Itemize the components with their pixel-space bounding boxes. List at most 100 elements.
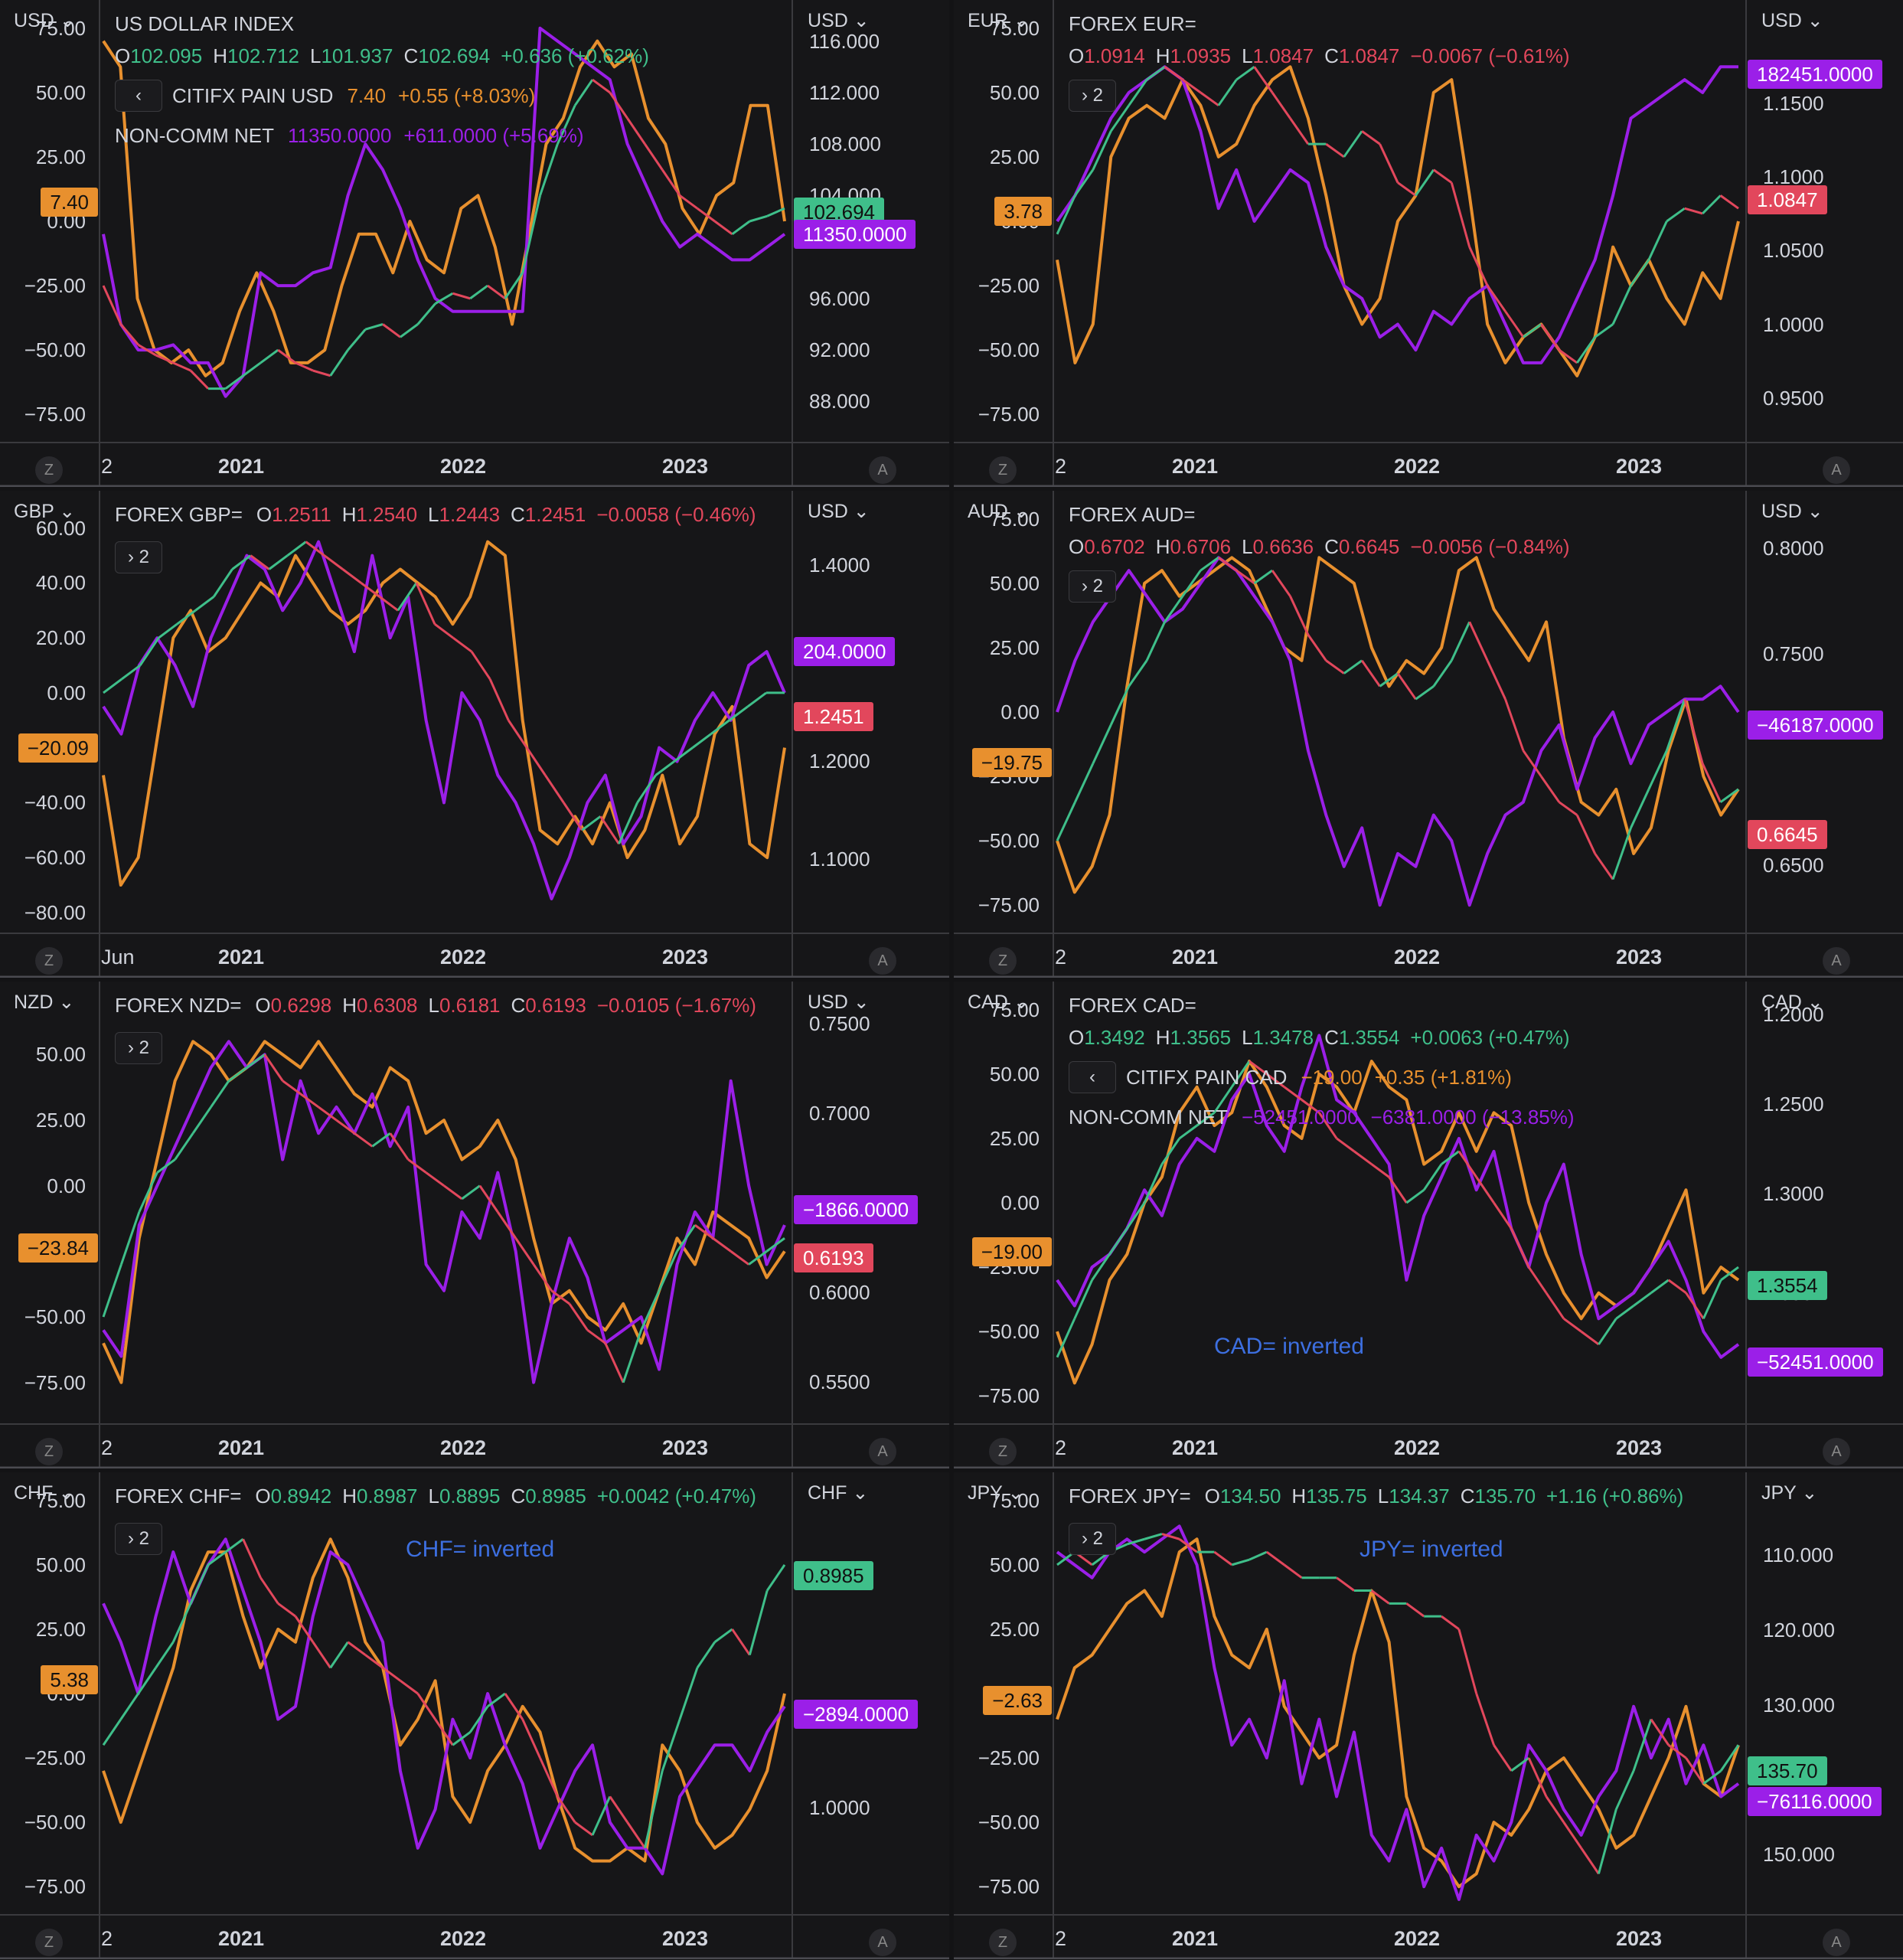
- price-candle-segment: [599, 815, 620, 844]
- right-unit-selector[interactable]: USD ⌄: [808, 501, 870, 522]
- left-unit-selector[interactable]: GBP ⌄: [14, 501, 76, 522]
- auto-scale-button[interactable]: A: [1823, 947, 1850, 975]
- right-unit-selector[interactable]: USD ⌄: [808, 10, 870, 31]
- right-unit-selector[interactable]: JPY ⌄: [1761, 1482, 1818, 1504]
- last-value-chip: −2.63: [983, 1685, 1052, 1715]
- price-candle-segment: [1493, 1202, 1513, 1230]
- price-candle-segment: [1200, 91, 1219, 106]
- auto-scale-button[interactable]: A: [869, 1438, 896, 1465]
- price-candle-segment: [1110, 104, 1130, 132]
- indicators-toggle[interactable]: › 2: [115, 1523, 162, 1555]
- z-axis-button[interactable]: Z: [35, 1438, 63, 1465]
- indicators-toggle[interactable]: ‹: [1069, 1061, 1116, 1093]
- legend-series-change: −6381.0000 (−13.85%): [1370, 1106, 1575, 1129]
- left-unit-selector[interactable]: USD ⌄: [14, 10, 76, 31]
- left-unit-selector[interactable]: NZD ⌄: [14, 991, 75, 1013]
- left-unit-selector[interactable]: JPY ⌄: [968, 1482, 1024, 1504]
- left-unit-selector[interactable]: CAD ⌄: [968, 991, 1030, 1013]
- auto-scale-button[interactable]: A: [1823, 456, 1850, 484]
- left-tick-label: −50.00: [24, 1811, 86, 1834]
- price-candle-segment: [1665, 698, 1686, 751]
- ohlc-key: L: [1242, 44, 1253, 67]
- ohlc-key: O: [1204, 1485, 1220, 1508]
- ohlc-o-value: 102.095: [130, 44, 203, 67]
- price-candle-segment: [1701, 763, 1722, 803]
- right-tick-label: 1.2000: [809, 750, 870, 773]
- price-candle-segment: [452, 636, 472, 653]
- right-unit-selector[interactable]: USD ⌄: [808, 991, 870, 1013]
- z-axis-button[interactable]: Z: [35, 1929, 63, 1956]
- auto-scale-button[interactable]: A: [869, 456, 896, 484]
- left-tick-label: −75.00: [24, 1370, 86, 1394]
- symbol-name: FOREX JPY=: [1069, 1485, 1191, 1508]
- z-axis-button[interactable]: Z: [35, 947, 63, 975]
- price-candle-segment: [299, 1093, 319, 1109]
- price-candle-segment: [1249, 1550, 1268, 1561]
- left-tick-label: 25.00: [989, 1617, 1040, 1641]
- x-tick-label: 2: [101, 1436, 113, 1459]
- right-unit-selector[interactable]: CAD ⌄: [1761, 991, 1823, 1013]
- price-candle-segment: [268, 554, 289, 570]
- chart-title: FOREX EUR=: [1069, 12, 1196, 36]
- ohlc-key: O: [1069, 1026, 1085, 1049]
- chart-title: FOREX JPY= O134.50 H135.75 L134.37 C135.70 +1…: [1069, 1485, 1683, 1508]
- z-axis-button[interactable]: Z: [989, 1438, 1017, 1465]
- price-candle-segment: [581, 815, 602, 831]
- price-candle-segment: [504, 1693, 524, 1720]
- price-candle-segment: [452, 1731, 472, 1746]
- last-value-chip: 0.6645: [1748, 820, 1827, 850]
- z-axis-button[interactable]: Z: [989, 456, 1017, 484]
- price-candle-segment: [120, 1211, 141, 1266]
- price-candle-segment: [521, 1719, 541, 1759]
- price-candle-segment: [416, 1693, 436, 1720]
- price-candle-segment: [697, 207, 716, 223]
- price-candle-segment: [1527, 1266, 1548, 1294]
- ohlc-key: O: [256, 503, 273, 526]
- price-candle-segment: [155, 1641, 175, 1669]
- right-unit-selector[interactable]: USD ⌄: [1761, 501, 1823, 522]
- price-candle-segment: [1630, 259, 1650, 286]
- right-unit-selector[interactable]: CHF ⌄: [808, 1482, 869, 1504]
- x-tick-label: 2: [1055, 1436, 1067, 1459]
- price-candle-segment: [397, 582, 418, 612]
- price-candle-segment: [676, 1224, 697, 1253]
- left-unit-selector[interactable]: AUD ⌄: [968, 501, 1030, 522]
- price-candle-segment: [434, 292, 454, 305]
- price-candle-segment: [507, 719, 528, 749]
- price-candle-segment: [1361, 130, 1381, 145]
- price-candle-segment: [282, 1080, 302, 1096]
- right-tick-label: 0.7500: [809, 1012, 870, 1036]
- auto-scale-button[interactable]: A: [1823, 1438, 1850, 1465]
- z-axis-button[interactable]: Z: [35, 456, 63, 484]
- left-unit-selector[interactable]: CHF ⌄: [14, 1482, 75, 1504]
- price-candle-segment: [1213, 1550, 1233, 1566]
- auto-scale-button[interactable]: A: [869, 947, 896, 975]
- ohlc-o-value: 1.0914: [1084, 44, 1145, 67]
- ohlc-key: L: [428, 994, 439, 1017]
- auto-scale-button[interactable]: A: [1823, 1929, 1850, 1956]
- price-candle-segment: [1545, 1292, 1565, 1320]
- indicators-toggle[interactable]: › 2: [1069, 1523, 1116, 1555]
- price-candle-segment: [504, 272, 524, 299]
- auto-scale-button[interactable]: A: [869, 1929, 896, 1956]
- price-candle-segment: [626, 117, 646, 145]
- plot-svg: [0, 491, 949, 978]
- left-unit-selector[interactable]: EUR ⌄: [968, 10, 1030, 31]
- left-tick-label: 50.00: [35, 80, 86, 104]
- z-axis-button[interactable]: Z: [989, 1929, 1017, 1956]
- x-tick-label: 2021: [218, 1436, 265, 1459]
- z-axis-button[interactable]: Z: [989, 947, 1017, 975]
- price-candle-segment: [1493, 1744, 1513, 1772]
- indicators-toggle[interactable]: › 2: [1069, 570, 1116, 603]
- x-tick-label: 2021: [1172, 946, 1219, 969]
- price-candle-segment: [539, 1757, 559, 1798]
- indicators-toggle[interactable]: › 2: [1069, 80, 1116, 112]
- indicators-toggle[interactable]: › 2: [115, 1032, 162, 1064]
- price-candle-segment: [1074, 763, 1095, 803]
- x-tick-label: 2021: [218, 946, 265, 969]
- indicators-toggle[interactable]: › 2: [115, 541, 162, 573]
- right-unit-selector[interactable]: USD ⌄: [1761, 10, 1823, 31]
- price-candle-segment: [748, 1590, 769, 1655]
- left-tick-label: 50.00: [989, 80, 1040, 104]
- indicators-toggle[interactable]: ‹: [115, 80, 162, 112]
